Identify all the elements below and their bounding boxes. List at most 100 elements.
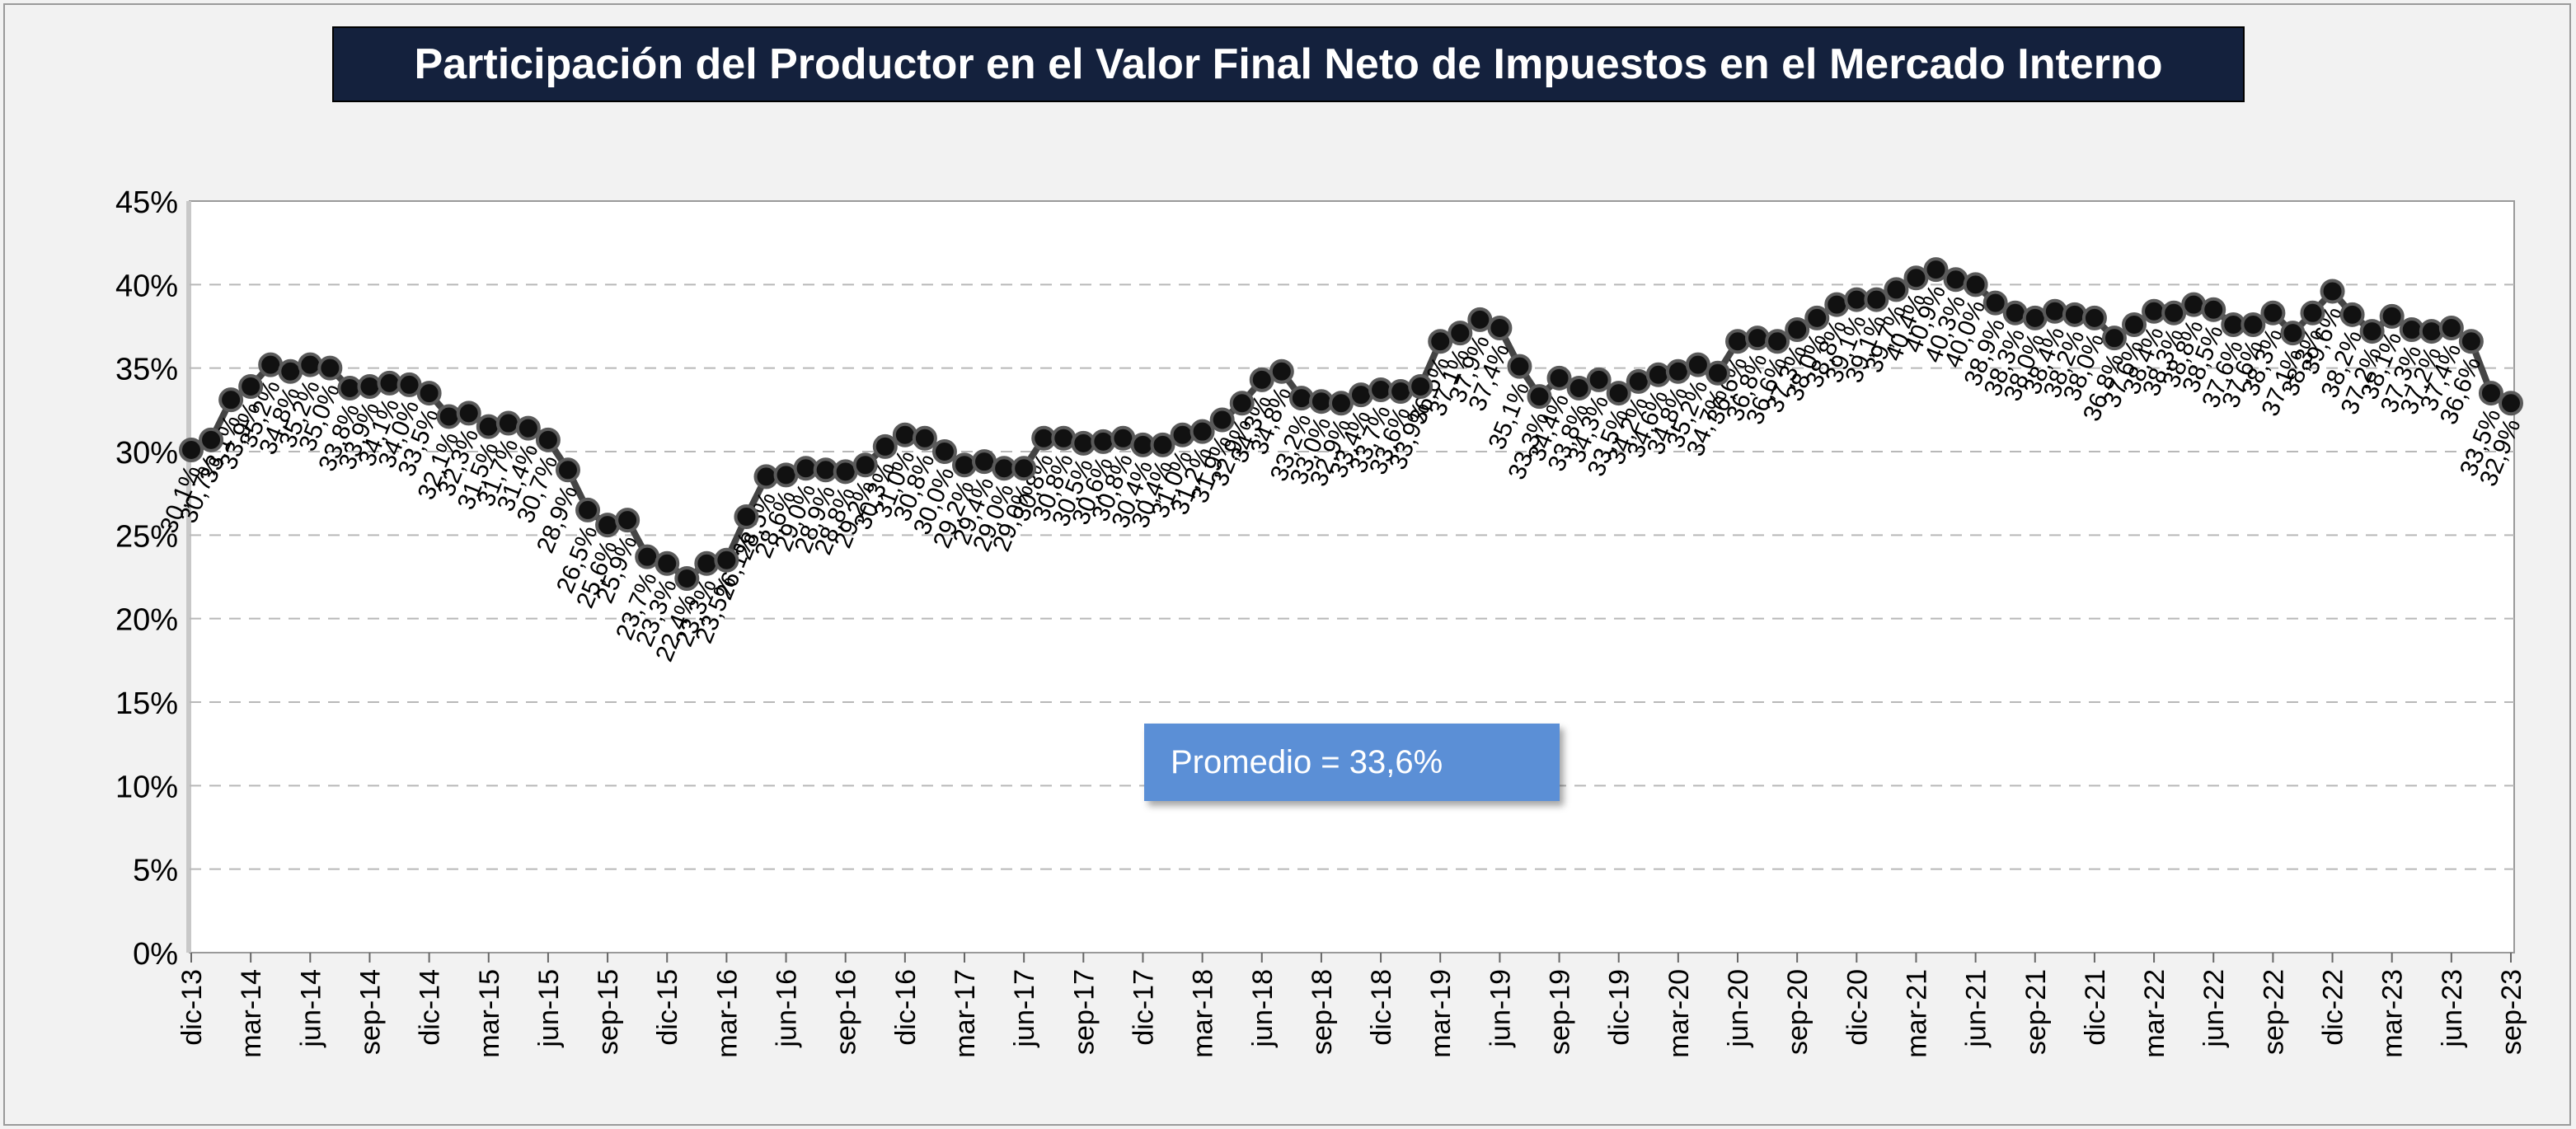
data-point xyxy=(2438,316,2464,341)
data-point xyxy=(218,387,244,413)
data-point xyxy=(179,437,204,462)
data-point xyxy=(872,433,898,459)
data-point xyxy=(1586,367,1612,392)
data-point xyxy=(1507,354,1532,379)
y-tick-label: 35% xyxy=(115,353,178,387)
x-tick-label: jun-22 xyxy=(2198,969,2230,1048)
data-point xyxy=(1923,257,1949,283)
data-point xyxy=(515,415,541,441)
data-point xyxy=(1209,407,1235,433)
data-point xyxy=(456,401,481,426)
data-point xyxy=(1824,292,1850,317)
data-point xyxy=(1487,316,1513,341)
x-tick-label: mar-19 xyxy=(1425,969,1457,1058)
x-tick-label: sep-19 xyxy=(1545,969,1576,1055)
data-point xyxy=(734,504,759,530)
data-point xyxy=(2458,329,2484,354)
data-point xyxy=(655,550,680,576)
data-point xyxy=(595,513,621,538)
data-point xyxy=(377,370,402,396)
data-point xyxy=(1288,386,1314,411)
data-point xyxy=(1349,382,1374,408)
y-tick-label: 45% xyxy=(115,185,178,220)
data-point xyxy=(555,457,580,483)
x-tick-label: sep-23 xyxy=(2496,969,2527,1055)
data-point xyxy=(1864,287,1889,312)
y-tick-label: 10% xyxy=(115,770,178,804)
data-markers xyxy=(179,257,2523,592)
data-point xyxy=(1645,362,1671,387)
data-point xyxy=(1011,456,1037,481)
data-point xyxy=(694,550,720,576)
x-tick-label: dic-22 xyxy=(2318,969,2349,1046)
data-point xyxy=(1308,389,1334,415)
x-tick-label: sep-16 xyxy=(831,969,862,1055)
x-tick-label: dic-15 xyxy=(652,969,683,1046)
x-tick-label: mar-22 xyxy=(2139,969,2170,1058)
x-tick-label: sep-20 xyxy=(1782,969,1814,1055)
x-tick-label: jun-20 xyxy=(1723,969,1754,1048)
data-point xyxy=(2339,302,2365,327)
y-tick-label: 20% xyxy=(115,603,178,638)
data-point xyxy=(2280,321,2306,346)
data-point xyxy=(2419,319,2444,344)
data-point xyxy=(1963,272,1988,297)
data-point xyxy=(337,375,363,401)
x-tick-label: dic-16 xyxy=(890,969,922,1046)
x-tick-label: dic-14 xyxy=(415,969,446,1046)
x-tick-label: jun-16 xyxy=(772,969,803,1048)
data-point xyxy=(2101,326,2127,351)
y-axis: 0% 5% 10% 15% 20% 25% 30% 35% 40% 45% xyxy=(115,185,178,972)
x-tick-label: dic-20 xyxy=(1842,969,1873,1046)
x-tick-label: jun-19 xyxy=(1485,969,1516,1048)
data-point xyxy=(1804,305,1830,330)
x-tick-label: mar-14 xyxy=(236,969,267,1058)
data-point xyxy=(199,427,224,452)
chart-title: Participación del Productor en el Valor … xyxy=(332,26,2245,102)
data-point xyxy=(892,422,917,447)
x-tick-label: mar-15 xyxy=(474,969,505,1058)
data-point xyxy=(1765,329,1790,354)
data-point xyxy=(2062,302,2087,327)
data-point xyxy=(238,373,264,399)
data-point xyxy=(1368,377,1394,403)
data-point xyxy=(575,497,601,522)
data-point xyxy=(1546,365,1572,391)
x-tick-label: sep-14 xyxy=(354,969,386,1055)
data-point xyxy=(912,425,937,451)
data-point xyxy=(1884,277,1909,302)
y-tick-label: 0% xyxy=(133,937,178,972)
data-point xyxy=(1527,384,1552,410)
x-tick-label: sep-21 xyxy=(2020,969,2052,1055)
x-tick-label: sep-17 xyxy=(1068,969,1100,1055)
y-tick-label: 30% xyxy=(115,436,178,471)
data-point xyxy=(2042,298,2067,324)
x-tick-label: jun-18 xyxy=(1247,969,1279,1048)
data-point xyxy=(2181,292,2207,317)
x-tick-label: sep-22 xyxy=(2258,969,2289,1055)
data-point xyxy=(476,414,501,439)
data-point xyxy=(1071,430,1096,456)
data-point xyxy=(1150,432,1175,457)
data-point xyxy=(1943,267,1968,293)
data-point xyxy=(535,427,561,452)
data-point xyxy=(1170,422,1195,447)
x-tick-label: jun-15 xyxy=(533,969,565,1048)
x-tick-label: jun-17 xyxy=(1009,969,1040,1048)
data-point xyxy=(2122,312,2147,337)
data-point xyxy=(2081,305,2107,330)
data-point xyxy=(714,547,739,573)
data-point xyxy=(1189,419,1215,444)
data-point xyxy=(1408,373,1433,399)
data-point xyxy=(1269,358,1294,384)
data-point xyxy=(436,404,462,429)
data-point xyxy=(674,566,700,592)
data-point xyxy=(2399,317,2424,343)
data-point xyxy=(1982,290,2008,316)
data-point xyxy=(317,355,343,381)
data-point xyxy=(2300,300,2325,326)
data-point xyxy=(1229,391,1255,416)
average-annotation: Promedio = 33,6% xyxy=(1144,724,1560,801)
data-point xyxy=(357,373,382,399)
